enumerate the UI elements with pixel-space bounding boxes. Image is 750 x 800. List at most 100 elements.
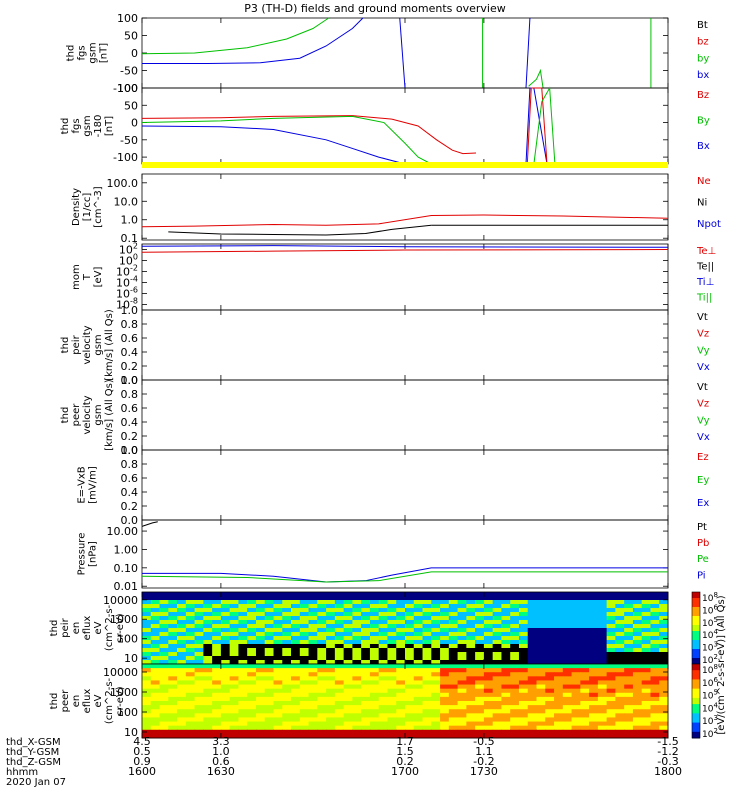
panel-10-cell	[343, 668, 353, 673]
panel-9-cell	[483, 640, 494, 645]
panel-9-cell	[282, 604, 292, 609]
panel-9-cell	[536, 592, 546, 597]
panel-9-cell	[562, 612, 573, 617]
panel-10-cell	[422, 668, 432, 673]
panel-9-cell	[632, 636, 643, 641]
panel-10-cell	[632, 668, 643, 673]
panel-9-cell	[632, 656, 643, 661]
panel-10-cell	[554, 664, 564, 669]
panel-9-cell	[361, 592, 371, 597]
panel-10-cell	[238, 709, 248, 714]
panel-9-cell	[229, 624, 239, 629]
panel-9-cell	[291, 624, 301, 629]
panel-9-cell	[238, 628, 248, 633]
panel-9-cell	[352, 624, 362, 629]
panel-10-cell	[659, 725, 669, 731]
panel-10-cell	[448, 725, 459, 731]
panel-9-cell	[545, 620, 555, 625]
panel-10-cell	[203, 701, 213, 706]
panel-9-cell	[150, 596, 161, 601]
panel-10-cell	[229, 676, 239, 681]
panel-10-cell	[229, 717, 239, 723]
panel-10-cell	[229, 709, 239, 714]
panel-9-cell	[317, 648, 327, 653]
panel-9-cell	[150, 624, 161, 629]
panel-9-cell	[615, 604, 625, 609]
panel-9-colorbar-swatch	[692, 595, 700, 599]
panel-10-cell	[457, 721, 467, 727]
panel-10-cell	[387, 680, 397, 686]
panel-10-cell	[326, 721, 336, 727]
panel-10-cell	[422, 676, 432, 681]
panel-9-cell	[431, 596, 441, 601]
panel-9-cell	[203, 612, 213, 617]
panel-10-cell	[589, 664, 599, 669]
panel-10-cell	[308, 709, 318, 714]
panel-10-cell	[571, 668, 581, 673]
panel-10-cell	[483, 680, 494, 686]
panel-10-cell	[326, 729, 336, 735]
panel-9-cell	[589, 632, 599, 637]
panel-9-cell	[413, 620, 424, 625]
panel-10-cell	[387, 688, 397, 694]
panel-10-cell	[606, 733, 616, 739]
panel-9-cell	[501, 596, 511, 601]
panel-10-cell	[615, 696, 625, 702]
panel-9-cell	[299, 644, 310, 649]
panel-9-cell	[457, 640, 467, 645]
panel-10-cell	[580, 684, 590, 690]
panel-9-cell	[597, 592, 608, 597]
panel-10-cell	[299, 664, 310, 669]
panel-9-cell	[299, 660, 310, 665]
panel-9-cell	[518, 652, 529, 657]
panel-10-cell	[334, 733, 345, 739]
panel-9-cell	[264, 628, 274, 633]
panel-10-cell	[255, 705, 266, 710]
panel-9-cell	[431, 608, 441, 613]
panel-10-cell	[448, 729, 459, 735]
panel-9-cell	[475, 660, 485, 665]
panel-10-cell	[150, 676, 161, 681]
panel-9-cell	[483, 652, 494, 657]
panel-10-cell	[177, 692, 187, 698]
xaxis-row-label: thd_Y-GSM	[6, 747, 59, 758]
panel-6-ytick-label: 0.2	[121, 430, 139, 443]
panel-10-cell	[308, 668, 318, 673]
panel-10-cell	[159, 713, 169, 718]
panel-10-cell	[273, 717, 283, 723]
panel-9-cell	[466, 616, 476, 621]
panel-10-cell	[659, 676, 669, 681]
panel-10-cell	[361, 668, 371, 673]
panel-9-cell	[413, 628, 424, 633]
panel-9-cell	[554, 624, 564, 629]
panel-10-cell	[378, 676, 388, 681]
panel-10-cell	[615, 713, 625, 718]
panel-9-cell	[168, 624, 178, 629]
panel-9-cell	[177, 660, 187, 665]
panel-9-cell	[571, 636, 581, 641]
panel-9-cell	[448, 624, 459, 629]
panel-4-legend-Ti||: Ti||	[696, 293, 712, 304]
panel-10-colorbar-swatch	[692, 664, 700, 668]
panel-9-cell	[580, 644, 590, 649]
panel-9-cell	[326, 660, 336, 665]
panel-9-cell	[457, 616, 467, 621]
panel-10-cell	[492, 672, 502, 677]
panel-9-cell	[317, 608, 327, 613]
panel-9-cell	[615, 600, 625, 605]
panel-9-cell	[369, 616, 380, 621]
panel-9-cell	[352, 660, 362, 665]
panel-9-cell	[431, 656, 441, 661]
panel-9-cell	[159, 656, 169, 661]
panel-9-cell	[159, 612, 169, 617]
panel-10-cell	[159, 684, 169, 690]
panel-1-ytick-label: 100	[117, 12, 138, 25]
panel-10-cell	[571, 701, 581, 706]
panel-9-cell	[440, 628, 450, 633]
panel-10-cell	[185, 729, 196, 735]
panel-9-cell	[510, 640, 520, 645]
panel-10-cell	[483, 717, 494, 723]
panel-9-cell	[615, 652, 625, 657]
panel-9-cell	[659, 600, 669, 605]
